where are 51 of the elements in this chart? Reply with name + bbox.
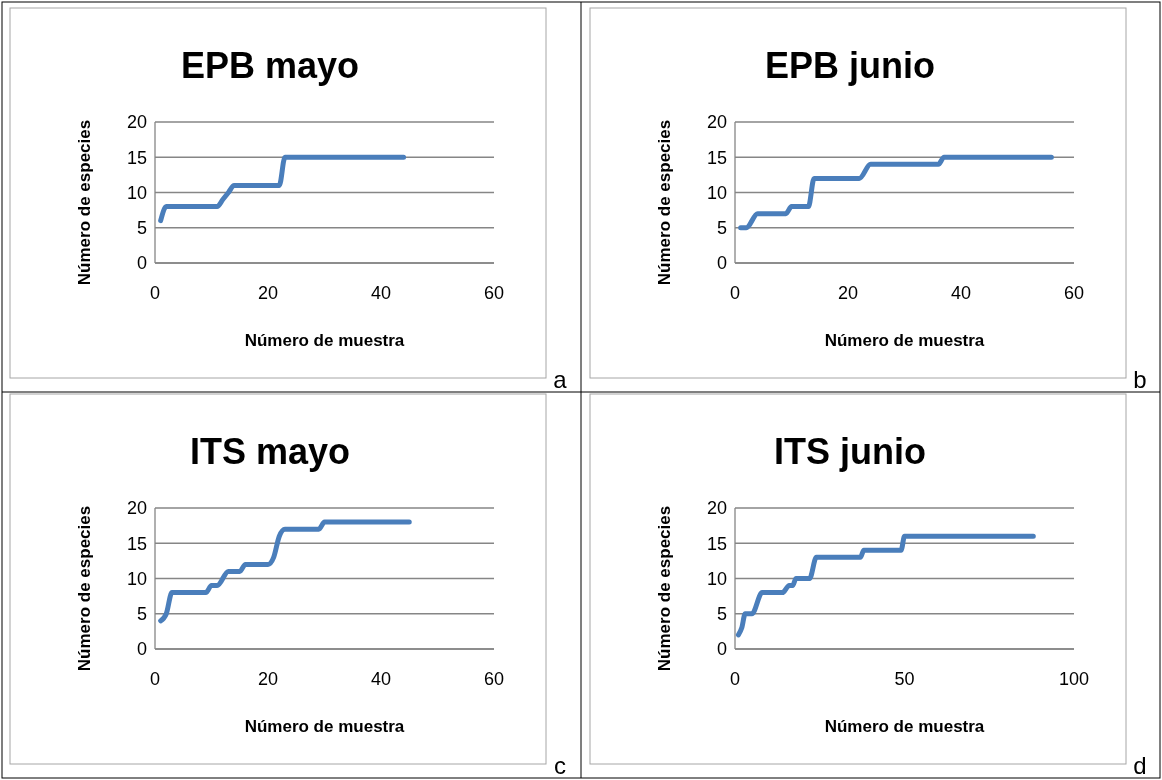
- y-axis-title: Número de especies: [655, 119, 674, 286]
- y-tick-label: 20: [706, 112, 727, 133]
- x-tick-label: 0: [729, 283, 741, 303]
- y-tick-label: 10: [706, 182, 727, 203]
- y-tick-label: 20: [706, 498, 727, 519]
- text: b: [1133, 366, 1147, 393]
- x-tick-label: 0: [149, 669, 161, 689]
- y-axis-title: Número de especies: [75, 505, 94, 672]
- y-tick-label: 20: [126, 112, 147, 133]
- y-tick-label: 10: [706, 568, 727, 589]
- chart-title: ITS junio: [774, 431, 926, 472]
- x-tick-label: 40: [370, 669, 392, 689]
- x-tick-label: 60: [483, 669, 505, 689]
- chart-title: EPB junio: [765, 45, 935, 86]
- y-tick-label: 5: [136, 218, 147, 239]
- x-axis-title: Número de muestra: [824, 331, 985, 350]
- y-tick-label: 20: [126, 498, 147, 519]
- y-tick-label: 15: [706, 533, 727, 554]
- x-tick-label: 50: [894, 669, 915, 689]
- x-tick-label: 20: [257, 669, 279, 689]
- y-tick-label: 0: [136, 253, 147, 274]
- y-axis-title: Número de especies: [655, 505, 674, 672]
- x-tick-label: 100: [1058, 669, 1090, 689]
- y-tick-label: 0: [716, 253, 727, 274]
- x-axis-title: Número de muestra: [244, 331, 405, 350]
- chart-title: ITS mayo: [189, 431, 351, 472]
- x-tick-label: 60: [1063, 283, 1085, 303]
- x-tick-label: 0: [729, 669, 741, 689]
- y-tick-label: 15: [126, 147, 147, 168]
- x-tick-label: 20: [257, 283, 279, 303]
- y-tick-label: 0: [716, 639, 727, 660]
- chart-title: EPB mayo: [180, 45, 360, 86]
- y-tick-label: 5: [716, 604, 727, 625]
- y-tick-label: 5: [716, 218, 727, 239]
- y-tick-label: 10: [126, 182, 147, 203]
- y-tick-label: 15: [126, 533, 147, 554]
- x-tick-label: 60: [483, 283, 505, 303]
- x-tick-label: 0: [149, 283, 161, 303]
- y-tick-label: 0: [136, 639, 147, 660]
- text: d: [1133, 752, 1147, 779]
- y-axis-title: Número de especies: [75, 119, 94, 286]
- x-axis-title: Número de muestra: [244, 717, 405, 736]
- x-tick-label: 40: [370, 283, 392, 303]
- x-axis-title: Número de muestra: [824, 717, 985, 736]
- y-tick-label: 15: [706, 147, 727, 168]
- y-tick-label: 10: [126, 568, 147, 589]
- x-tick-label: 40: [950, 283, 972, 303]
- text: a: [553, 366, 568, 393]
- x-tick-label: 20: [837, 283, 859, 303]
- y-tick-label: 5: [136, 604, 147, 625]
- text: c: [554, 752, 566, 779]
